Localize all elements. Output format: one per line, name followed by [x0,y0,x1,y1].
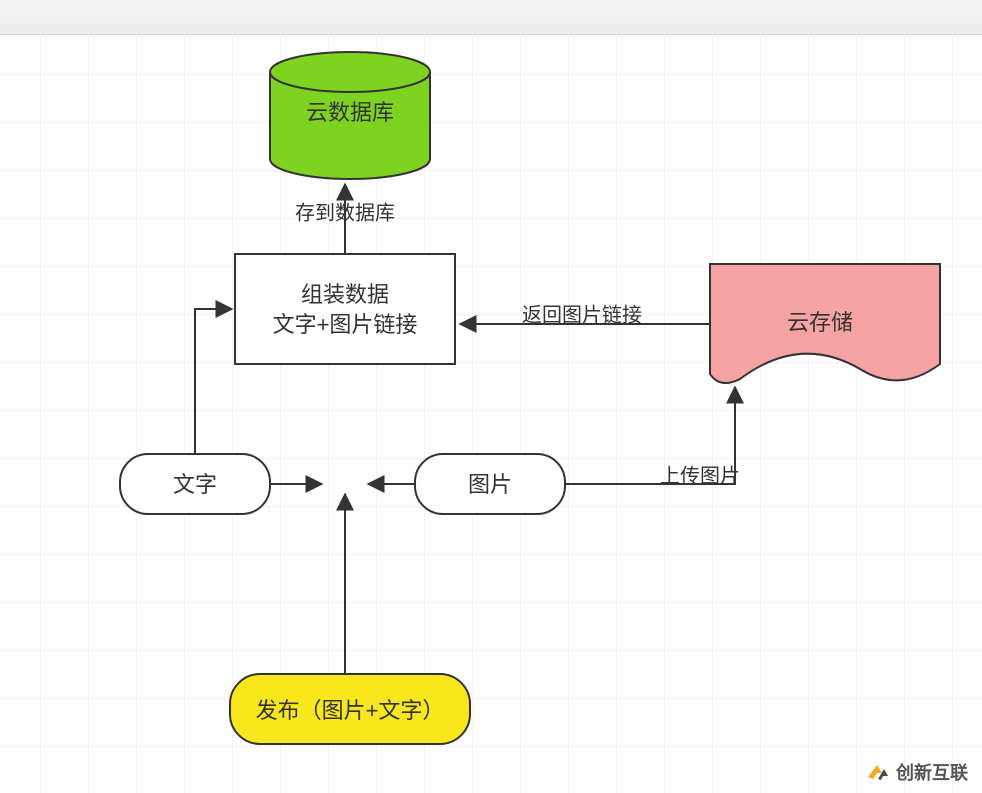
edge-label-save-to-db: 存到数据库 [295,201,395,224]
edge-text-to-assemble [195,309,232,454]
node-label-assemble-line2: 文字+图片链接 [273,312,418,337]
watermark-text: 创新互联 [896,759,968,785]
edge-image-to-storage: 上传图片 [565,387,740,487]
edge-label-upload-image: 上传图片 [660,464,740,487]
edge-assemble-to-db: 存到数据库 [295,184,395,254]
node-label-publish: 发布（图片+文字） [256,698,445,723]
node-publish: 发布（图片+文字） [230,674,470,744]
watermark: 创新互联 [864,759,968,785]
node-cloud-database: 云数据库 [270,52,430,179]
edge-storage-to-assemble: 返回图片链接 [460,303,710,326]
node-label-database: 云数据库 [306,100,394,125]
node-assemble-data: 组装数据 文字+图片链接 [235,254,455,364]
node-text: 文字 [120,454,270,514]
node-label-text: 文字 [173,472,217,497]
node-label-storage: 云存储 [787,310,853,335]
window-topbar [0,0,982,35]
flowchart-diagram: 云数据库 组装数据 文字+图片链接 云存储 文字 图片 发布（图片+文字） 存到… [0,34,982,793]
node-cloud-storage: 云存储 [710,264,940,383]
node-image: 图片 [415,454,565,514]
node-label-image: 图片 [468,472,512,497]
watermark-logo-icon [864,759,890,785]
node-label-assemble-line1: 组装数据 [301,282,389,307]
edge-label-return-link: 返回图片链接 [522,303,642,326]
